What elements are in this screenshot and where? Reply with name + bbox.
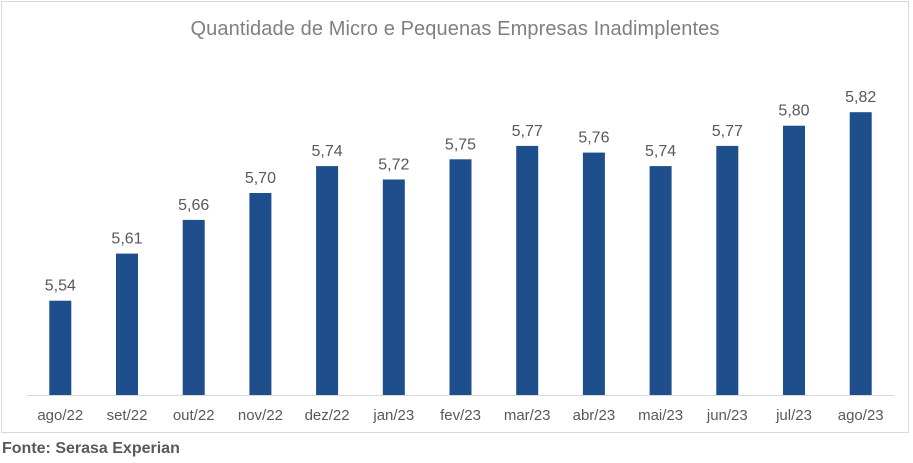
- x-tick-label: out/22: [173, 407, 215, 424]
- x-tick-label: jun/23: [706, 407, 748, 424]
- bar-ago-23: [849, 112, 872, 395]
- bar-jul-23: [783, 125, 805, 395]
- x-tick-label: abr/23: [573, 407, 616, 424]
- bar-abr-23: [582, 152, 605, 395]
- chart-title: Quantidade de Micro e Pequenas Empresas …: [190, 18, 720, 40]
- x-tick-label: nov/22: [238, 407, 283, 424]
- data-label: 5,74: [645, 143, 676, 160]
- bar-dez-22: [316, 166, 339, 395]
- x-tick-label: dez/22: [305, 407, 350, 424]
- x-tick-label: jan/23: [372, 407, 414, 424]
- bar-nov-22: [249, 193, 272, 395]
- data-label: 5,72: [378, 157, 409, 174]
- bar-mar-23: [516, 145, 539, 395]
- bar-set-22: [116, 253, 138, 395]
- data-label: 5,66: [178, 197, 209, 214]
- x-tick-label: ago/22: [37, 407, 83, 424]
- data-label: 5,77: [712, 123, 743, 140]
- data-label: 5,54: [45, 278, 76, 295]
- x-tick-label: jul/23: [775, 407, 812, 424]
- data-label: 5,77: [512, 123, 543, 140]
- x-tick-label: mai/23: [638, 407, 683, 424]
- bar-out-22: [182, 219, 205, 395]
- bar-jun-23: [716, 145, 739, 395]
- data-label: 5,74: [312, 143, 343, 160]
- x-tick-label: mar/23: [504, 407, 551, 424]
- data-label: 5,70: [245, 170, 276, 187]
- data-label: 5,82: [845, 89, 876, 106]
- data-label: 5,76: [578, 130, 609, 147]
- bar-mai-23: [649, 166, 672, 395]
- x-tick-label: set/22: [107, 407, 148, 424]
- x-tick-label: fev/23: [440, 407, 481, 424]
- source-note: Fonte: Serasa Experian: [2, 440, 180, 457]
- data-label: 5,61: [111, 231, 142, 248]
- bar-jan-23: [382, 179, 405, 395]
- x-tick-label: ago/23: [838, 407, 884, 424]
- bar-fev-23: [449, 159, 472, 395]
- data-label: 5,80: [778, 103, 809, 120]
- data-label: 5,75: [445, 136, 476, 153]
- bar-ago-22: [49, 300, 72, 395]
